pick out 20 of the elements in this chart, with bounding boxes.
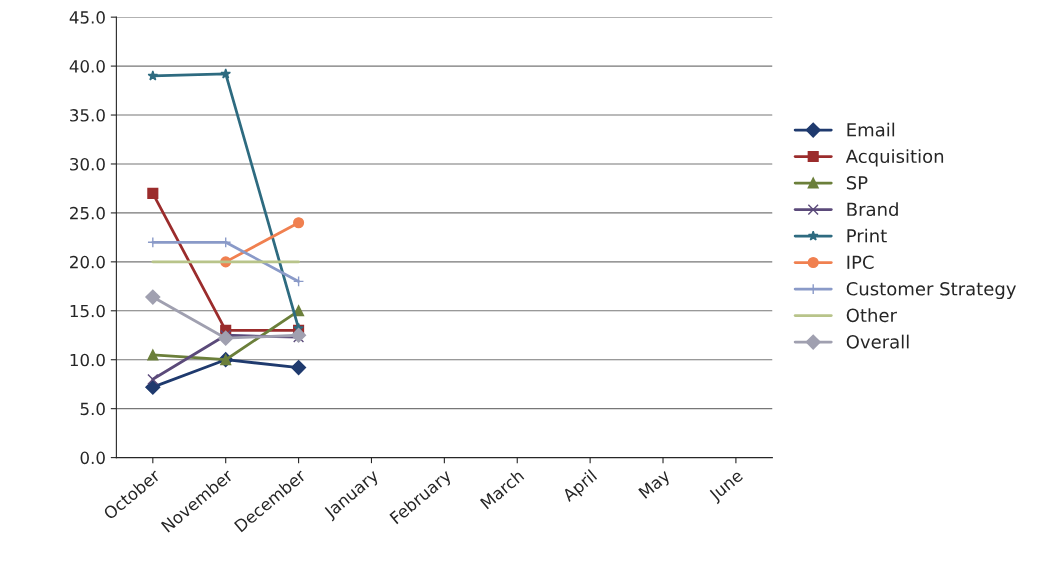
y-tick-label: 5.0 [80, 402, 105, 416]
legend-label: IPC [847, 255, 874, 270]
y-tick-label: 40.0 [69, 60, 105, 73]
legend-label: Customer Strategy [846, 281, 1016, 300]
legend-label: Overall [846, 334, 909, 349]
y-tick-label: 10.0 [70, 353, 105, 367]
x-tick-label: May [638, 468, 673, 502]
y-tick-label: 25.0 [70, 206, 105, 220]
legend-label: Email [847, 122, 895, 137]
y-tick-label: 30.0 [70, 157, 105, 171]
y-tick-label: 0.0 [80, 451, 105, 465]
y-tick-label: 45.0 [69, 11, 105, 24]
y-tick-label: 35.0 [70, 109, 105, 122]
legend-label: Acquisition [845, 149, 944, 167]
legend-label: Brand [847, 202, 898, 217]
y-tick-label: 15.0 [70, 304, 105, 318]
legend-label: Other [846, 308, 897, 323]
legend-label: Print [847, 228, 887, 243]
legend-label: SP [846, 175, 868, 190]
y-tick-label: 20.0 [70, 255, 105, 269]
